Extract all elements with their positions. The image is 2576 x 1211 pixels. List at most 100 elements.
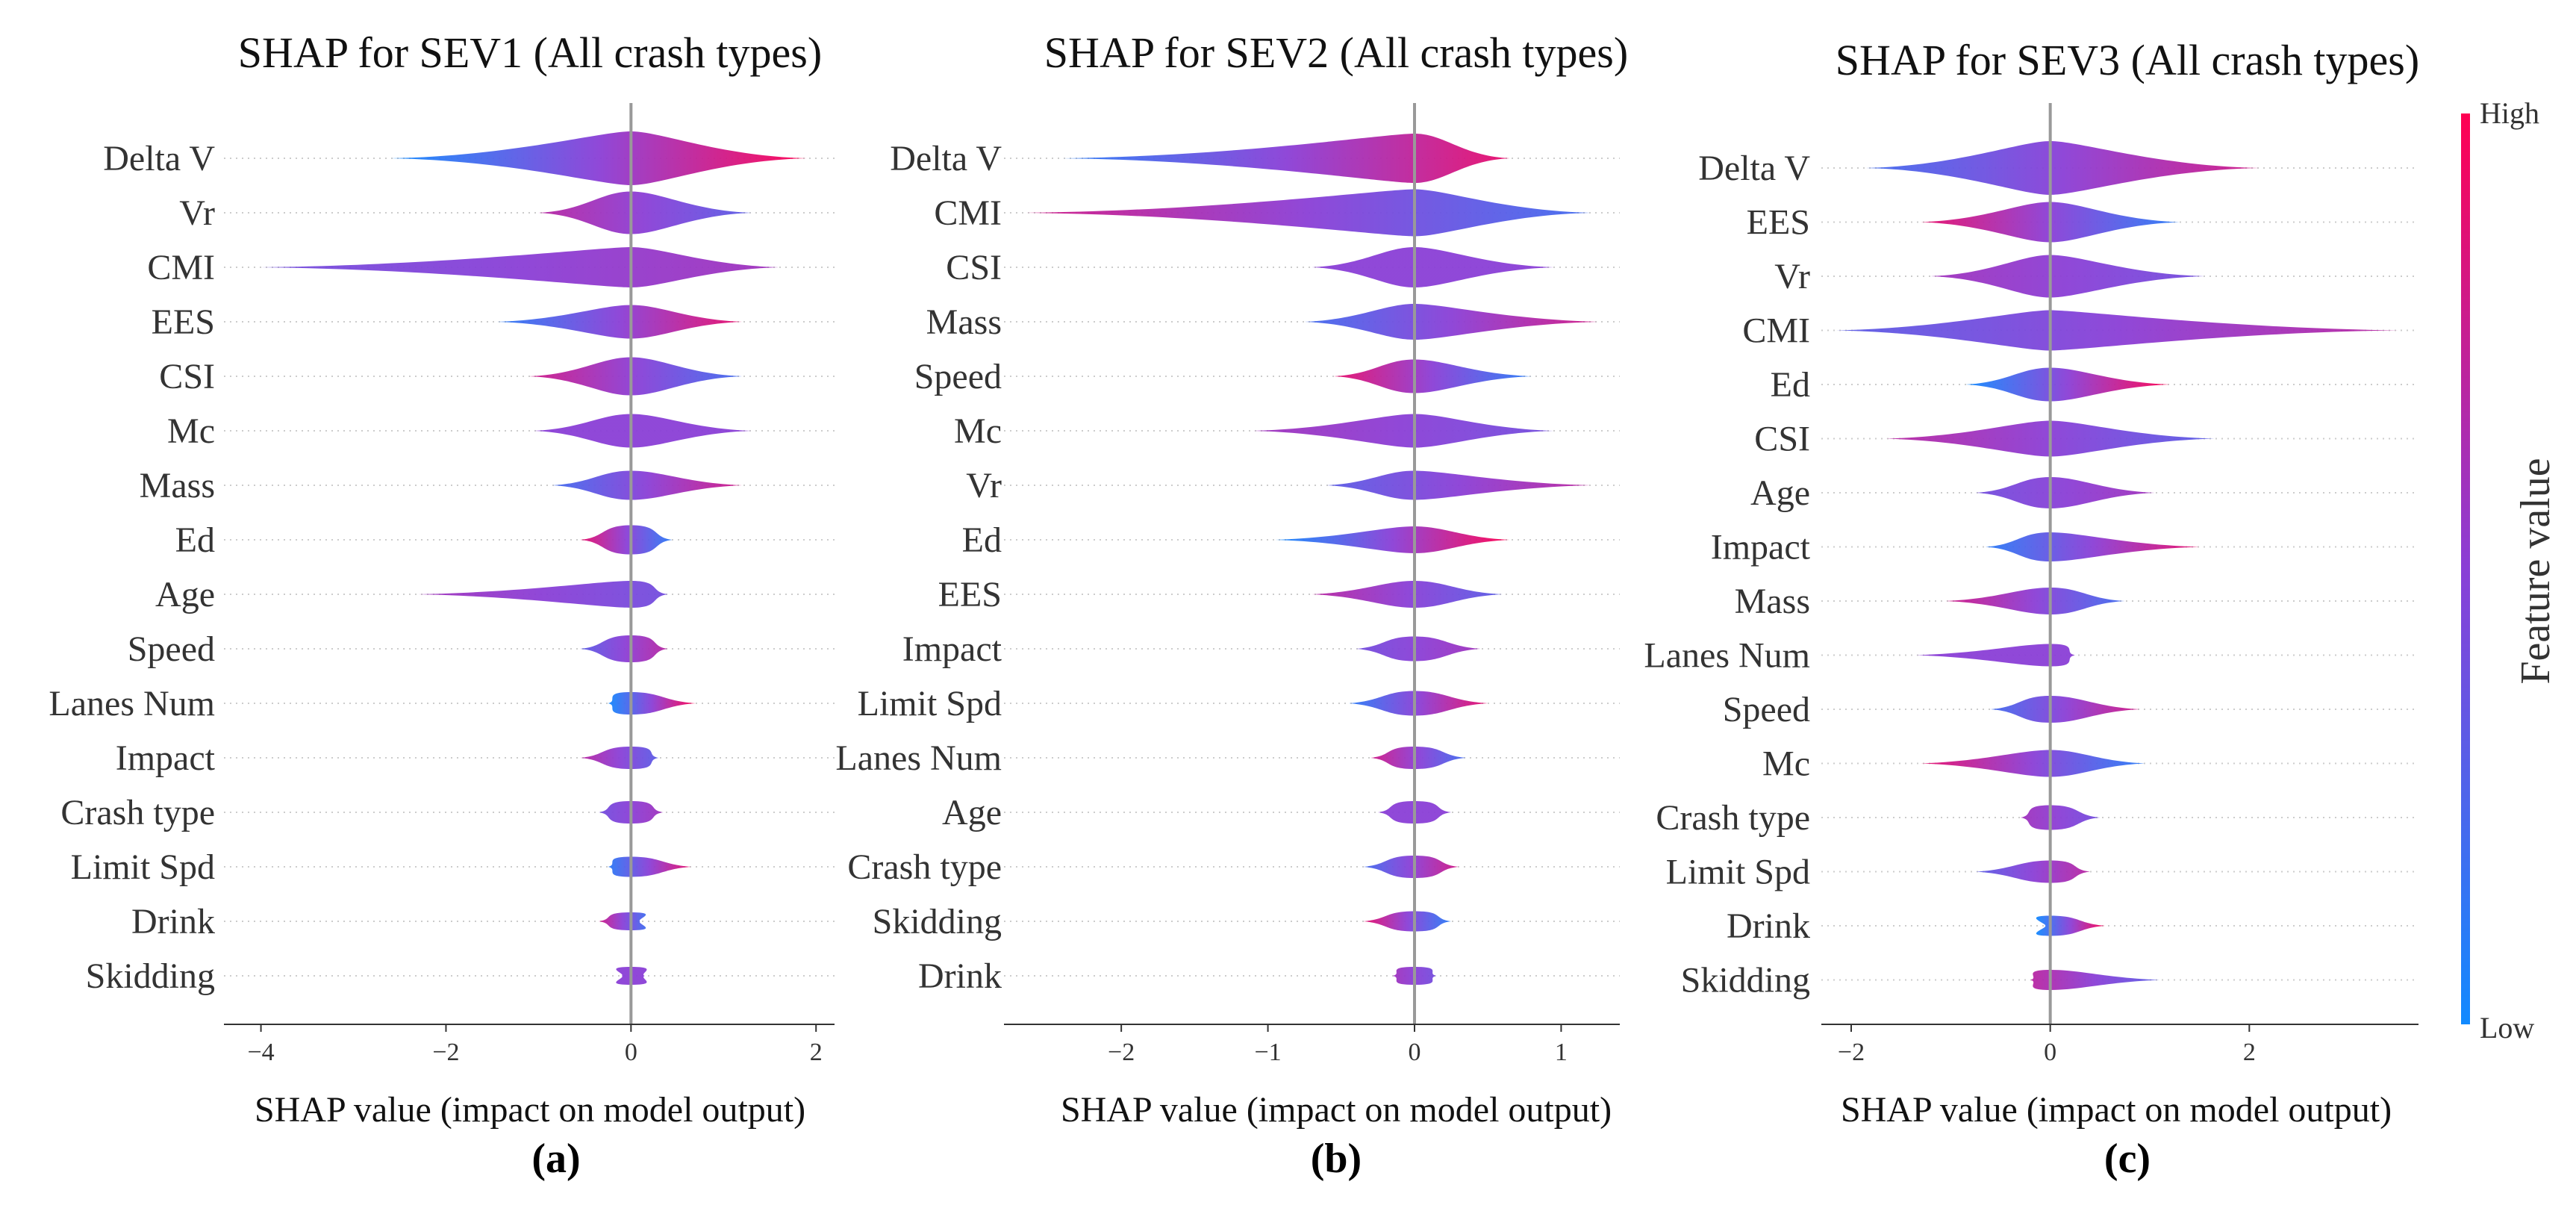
colorbar-title: Feature value [2513, 458, 2559, 684]
feature-label-14: Limit Spd [71, 847, 215, 887]
panel-a-swarms [224, 103, 835, 1024]
swarm-limit-spd [1348, 691, 1488, 716]
panel-b-swarms [1004, 103, 1620, 1024]
swarm-impact [580, 747, 659, 769]
swarm-csi [529, 357, 743, 396]
swarm-impact [1986, 532, 2200, 561]
panel-a-label: (a) [531, 1136, 580, 1182]
feature-label-14: Crash type [847, 847, 1002, 887]
swarm-ed [1965, 367, 2170, 402]
colorbar: High Low Feature value [2461, 96, 2559, 1045]
feature-label-8: Ed [175, 520, 215, 560]
swarm-age [1975, 477, 2155, 508]
x-tick-label: −1 [1254, 1039, 1281, 1066]
feature-label-6: Mc [167, 411, 215, 451]
feature-label-12: Impact [116, 738, 216, 778]
panel-b-label: (b) [1311, 1136, 1362, 1182]
swarm-mass [1945, 588, 2125, 614]
swarm-delta-v [1062, 134, 1510, 183]
swarm-ed [580, 525, 673, 555]
swarm-lanes-num [608, 692, 696, 715]
feature-label-14: Limit Spd [1666, 853, 1810, 892]
swarm-vr [1326, 470, 1591, 500]
swarm-ees [496, 305, 743, 339]
colorbar-gradient [2461, 113, 2470, 1024]
feature-label-10: Impact [902, 629, 1002, 669]
swarm-speed [580, 635, 668, 662]
panel-c-swarms [1821, 103, 2418, 1024]
feature-label-4: CMI [1742, 311, 1810, 351]
swarm-vr [538, 191, 752, 234]
swarm-lanes-num [1370, 747, 1466, 769]
panel-c: SHAP for SEV3 (All crash types) Delta V E… [1644, 36, 2419, 1182]
swarm-cmi [1836, 310, 2399, 351]
panel-b-feature-labels: Delta V CMI CSI Mass Speed Mc Vr Ed EES Impact Lim… [835, 139, 1002, 996]
swarm-mc [534, 414, 752, 448]
panel-c-feature-labels: Delta V EES Vr CMI Ed CSI Age Impact Mass Lanes N… [1644, 149, 1810, 1000]
x-tick-label: 0 [625, 1039, 637, 1066]
x-tick-label: 0 [2044, 1039, 2056, 1066]
swarm-lanes-num [1915, 644, 2075, 667]
swarm-mc [1921, 750, 2145, 777]
x-tick-label: −4 [247, 1039, 274, 1066]
feature-label-10: Lanes Num [1644, 636, 1810, 676]
feature-label-2: Vr [179, 193, 215, 233]
swarm-age [418, 581, 668, 608]
feature-label-5: CSI [159, 357, 215, 396]
swarm-delta-v [1866, 141, 2260, 195]
panel-c-label: (c) [2104, 1136, 2151, 1182]
feature-label-10: Speed [128, 629, 215, 669]
feature-label-7: Vr [966, 466, 1002, 505]
feature-label-7: Age [1750, 473, 1810, 513]
swarm-drink [598, 912, 646, 930]
swarm-skidding [1363, 911, 1452, 932]
swarm-crash-type [1363, 856, 1459, 878]
panel-a-x-label: SHAP value (impact on model output) [255, 1090, 805, 1130]
x-tick-label: 1 [1555, 1039, 1568, 1066]
feature-label-6: CSI [1754, 420, 1810, 459]
feature-label-11: Lanes Num [49, 684, 215, 723]
swarm-impact [1356, 636, 1481, 661]
swarm-skidding [2030, 970, 2160, 990]
feature-label-5: Ed [1771, 365, 1810, 405]
swarm-limit-spd [608, 856, 691, 877]
feature-label-2: CMI [934, 193, 1002, 233]
panel-b-x-axis: −2 −1 0 1 [1004, 1024, 1620, 1066]
swarm-cmi [261, 247, 779, 287]
feature-label-6: Mc [954, 411, 1002, 451]
panel-c-x-label: SHAP value (impact on model output) [1841, 1090, 2392, 1130]
swarm-delta-v [390, 131, 807, 185]
swarm-limit-spd [1975, 860, 2090, 883]
feature-label-8: Impact [1711, 528, 1811, 567]
feature-label-1: Delta V [103, 139, 215, 178]
panel-b: SHAP for SEV2 (All crash types) Delta V C… [835, 28, 1628, 1182]
swarm-ees [1312, 581, 1503, 608]
feature-label-11: Limit Spd [858, 684, 1002, 723]
swarm-speed [1990, 696, 2140, 723]
feature-label-2: EES [1747, 203, 1810, 243]
feature-label-4: EES [152, 302, 215, 342]
x-tick-label: 2 [810, 1039, 823, 1066]
panel-b-x-label: SHAP value (impact on model output) [1061, 1090, 1612, 1130]
x-tick-label: 0 [1409, 1039, 1421, 1066]
feature-label-15: Skidding [873, 902, 1002, 941]
panel-c-title: SHAP for SEV3 (All crash types) [1836, 36, 2419, 84]
panel-c-x-axis: −2 0 2 [1821, 1024, 2418, 1066]
swarm-mass [552, 470, 743, 500]
x-tick-label: −2 [1108, 1039, 1135, 1066]
feature-label-16: Drink [918, 956, 1002, 996]
panel-a: SHAP for SEV1 (All crash types) Delta V V… [49, 28, 835, 1182]
feature-label-3: Vr [1774, 257, 1810, 296]
panel-a-x-axis: −4 −2 0 2 [224, 1024, 835, 1066]
feature-label-13: Crash type [1656, 798, 1810, 838]
feature-label-15: Drink [1727, 906, 1810, 946]
swarm-ed [1275, 526, 1510, 553]
swarm-speed [1333, 359, 1532, 393]
colorbar-high-label: High [2480, 96, 2539, 130]
feature-label-3: CSI [946, 248, 1002, 287]
feature-label-7: Mass [140, 466, 215, 505]
feature-label-13: Crash type [60, 793, 215, 832]
feature-label-12: Mc [1762, 744, 1810, 784]
feature-label-13: Age [942, 793, 1002, 832]
